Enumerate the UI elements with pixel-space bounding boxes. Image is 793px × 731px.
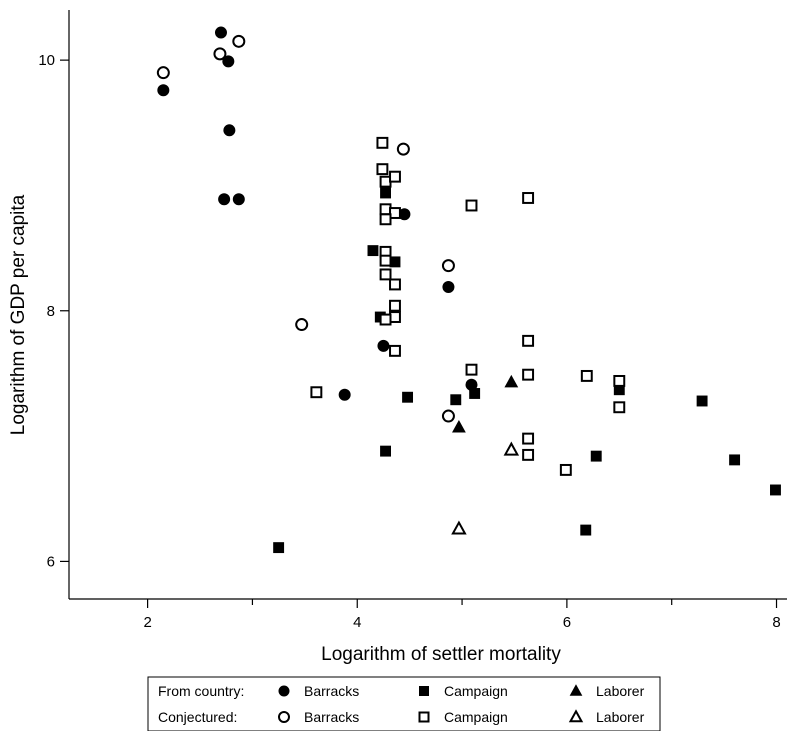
hollow-square-point (389, 299, 401, 312)
x-tick-label: 6 (563, 614, 571, 631)
hollow-square-point (613, 401, 626, 414)
filled-square-point (450, 394, 462, 406)
hollow-square-point (522, 448, 535, 461)
legend-row-label: From country: (158, 683, 244, 699)
filled-circle-point (218, 193, 231, 206)
legend-hollow-circle-icon (278, 711, 290, 723)
data-points (156, 26, 781, 554)
filled-square-point (696, 395, 708, 407)
filled-triangle-point (452, 420, 466, 433)
hollow-square-point (379, 313, 392, 326)
hollow-square-point (522, 192, 535, 204)
filled-triangle-point (504, 374, 519, 388)
y-ticks: 6 8 10 (38, 52, 69, 570)
filled-square-point (367, 245, 379, 257)
y-tick-label: 6 (47, 553, 55, 570)
x-tick-label: 8 (772, 614, 780, 631)
filled-circle-point (214, 26, 227, 39)
filled-square-point (273, 542, 285, 554)
hollow-circle-point (232, 34, 246, 48)
legend: From country: Barracks Campaign Laborer Conj… (147, 676, 661, 731)
filled-circle-point (232, 193, 245, 206)
hollow-square-point (465, 199, 478, 212)
legend-entry-label: Barracks (304, 709, 359, 725)
x-axis-title: Logarithm of settler mortality (321, 644, 561, 665)
hollow-square-point (379, 268, 392, 281)
y-axis-title: Logarithm of GDP per capita (8, 194, 29, 435)
hollow-triangle-point (503, 441, 520, 456)
x-tick-label: 2 (143, 614, 151, 631)
legend-filled-circle-icon (278, 685, 290, 697)
hollow-square-point (389, 207, 401, 219)
hollow-square-point (379, 175, 392, 188)
hollow-square-point (559, 463, 572, 476)
filled-square-point (580, 524, 592, 536)
legend-row-label: Conjectured: (158, 709, 237, 725)
hollow-square-point (465, 363, 478, 376)
hollow-triangle-point (451, 520, 467, 535)
hollow-square-point (522, 432, 535, 445)
hollow-circle-point (213, 47, 227, 61)
filled-square-point (590, 450, 602, 462)
hollow-square-point (580, 369, 593, 382)
legend-entry-label: Campaign (444, 683, 508, 699)
hollow-square-point (522, 334, 535, 347)
hollow-square-point (379, 213, 392, 226)
legend-filled-square-icon (419, 686, 429, 696)
hollow-circle-point (441, 259, 455, 273)
filled-circle-point (157, 84, 170, 97)
hollow-circle-point (156, 66, 170, 80)
filled-square-point (729, 454, 741, 466)
hollow-square-point (522, 368, 535, 381)
hollow-square-point (379, 254, 392, 267)
hollow-square-point (389, 278, 401, 291)
legend-hollow-triangle-icon (568, 709, 584, 723)
legend-filled-triangle-icon (569, 684, 583, 696)
hollow-square-point (376, 163, 389, 176)
y-tick-label: 8 (47, 303, 55, 320)
filled-circle-point (222, 55, 235, 68)
hollow-square-point (310, 386, 323, 399)
y-tick-label: 10 (38, 52, 55, 69)
filled-circle-point (223, 124, 236, 137)
hollow-square-point (389, 311, 401, 323)
hollow-square-point (376, 136, 389, 149)
legend-entry-label: Barracks (304, 683, 359, 699)
hollow-square-point (379, 203, 392, 216)
filled-square-point (380, 187, 391, 199)
x-tick-label: 4 (353, 614, 361, 631)
hollow-circle-point (441, 409, 455, 423)
x-ticks: 2 4 6 8 (143, 599, 781, 631)
filled-square-point (469, 388, 481, 399)
legend-entry-label: Laborer (596, 709, 645, 725)
hollow-square-point (389, 344, 401, 357)
filled-circle-point (442, 280, 455, 293)
legend-hollow-square-icon (418, 711, 430, 723)
hollow-square-point (389, 170, 401, 183)
filled-square-point (389, 256, 401, 268)
filled-square-point (770, 484, 781, 496)
legend-entry-label: Campaign (444, 709, 508, 725)
hollow-circle-point (396, 142, 410, 156)
filled-circle-point (338, 388, 351, 401)
hollow-square-point (613, 374, 626, 387)
plot-frame (68, 10, 787, 600)
legend-entry-label: Laborer (596, 683, 645, 699)
filled-square-point (380, 445, 391, 457)
hollow-circle-point (295, 318, 309, 332)
filled-square-point (402, 391, 414, 403)
filled-circle-point (377, 339, 390, 352)
